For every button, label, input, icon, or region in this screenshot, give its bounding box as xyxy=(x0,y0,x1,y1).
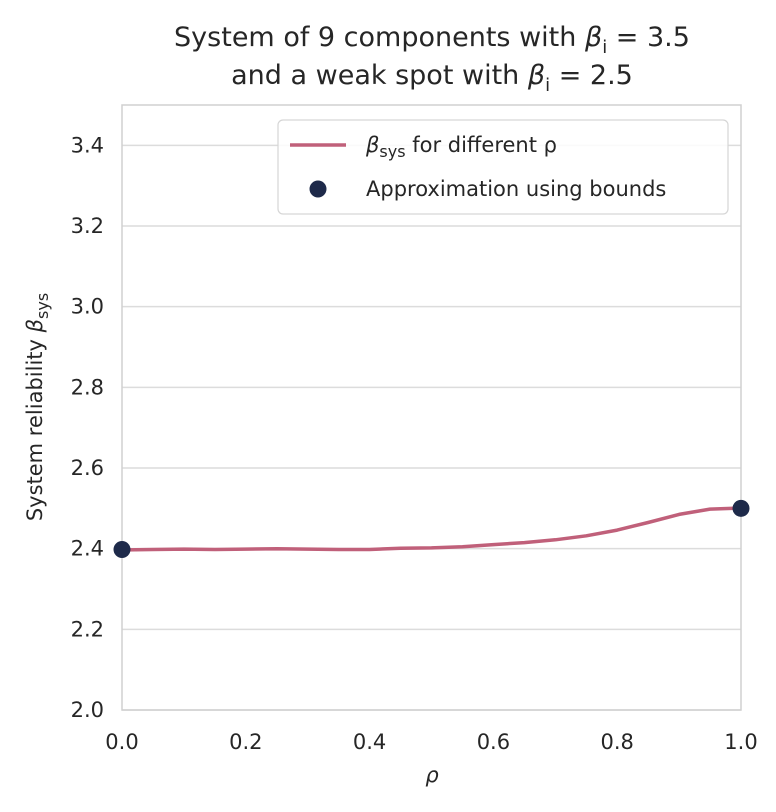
y-tick-label: 2.2 xyxy=(71,617,104,641)
legend-marker-swatch xyxy=(309,180,327,198)
approximation-point xyxy=(732,499,750,517)
y-tick-label: 2.8 xyxy=(71,375,104,399)
y-tick-label: 2.4 xyxy=(71,537,104,561)
chart-title-line-1: System of 9 components with βi = 3.5 xyxy=(174,22,690,58)
y-tick-label: 3.0 xyxy=(71,295,104,319)
y-tick-label: 3.4 xyxy=(71,133,104,157)
series-layer xyxy=(113,499,750,558)
y-tick-label: 3.2 xyxy=(71,214,104,238)
x-tick-labels: 0.0 0.2 0.4 0.6 0.8 1.0 xyxy=(105,730,757,754)
x-tick-label: 0.2 xyxy=(229,730,262,754)
y-axis-label: System reliability βsys xyxy=(23,293,52,521)
legend-label-approximation: Approximation using bounds xyxy=(366,177,666,201)
x-tick-label: 0.4 xyxy=(353,730,386,754)
approximation-point xyxy=(113,540,131,558)
plot-area-frame xyxy=(121,104,742,711)
x-axis-label: ρ xyxy=(425,763,439,787)
legend-label-beta-sys: βsys for different ρ xyxy=(365,133,557,161)
y-tick-label: 2.0 xyxy=(71,698,104,722)
x-tick-label: 0.8 xyxy=(600,730,633,754)
y-tick-label: 2.6 xyxy=(71,456,104,480)
x-tick-label: 0.6 xyxy=(477,730,510,754)
x-tick-label: 0.0 xyxy=(105,730,138,754)
chart-title-line-2: and a weak spot with βi = 2.5 xyxy=(231,60,633,96)
legend-box xyxy=(277,119,729,215)
grid-lines xyxy=(122,144,741,711)
legend: βsys for different ρ Approximation using… xyxy=(277,119,729,215)
x-tick-label: 1.0 xyxy=(724,730,757,754)
y-tick-labels: 2.0 2.2 2.4 2.6 2.8 3.0 3.2 3.4 xyxy=(71,133,104,722)
series-line-beta-sys xyxy=(120,506,737,552)
